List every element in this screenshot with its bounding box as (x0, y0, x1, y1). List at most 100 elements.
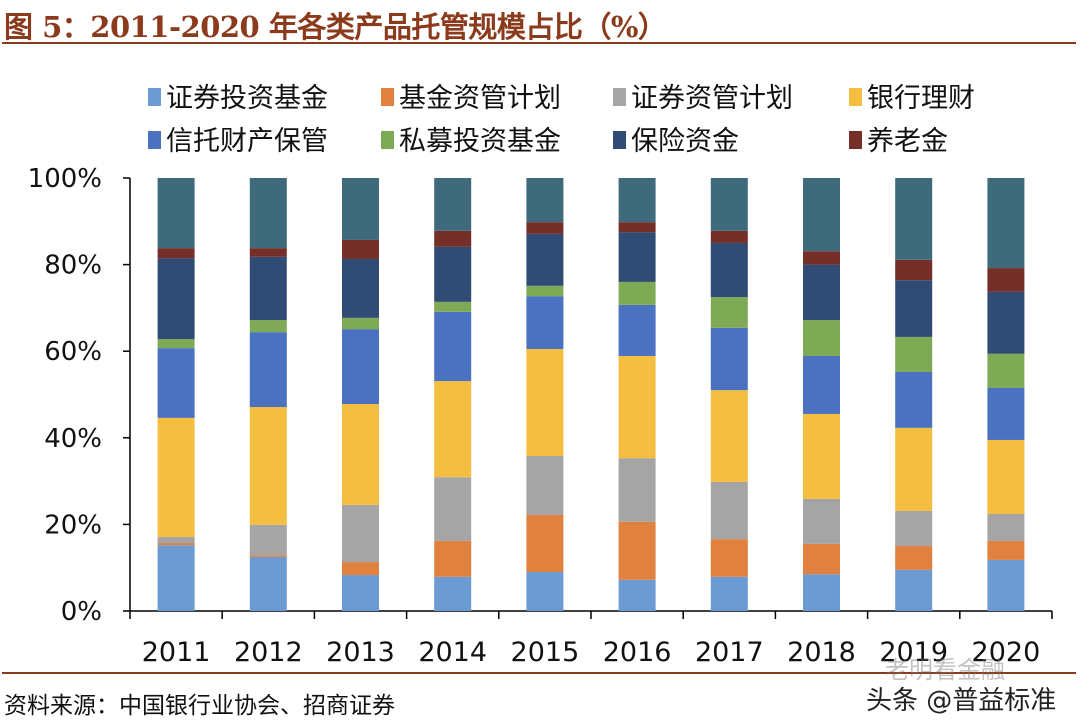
bar-segment-2019-养老金 (895, 259, 933, 281)
bar-segment-2017-证券资管计划 (710, 481, 748, 540)
bar-segment-2012-银行理财 (249, 407, 287, 525)
bar-segment-2020-证券投资基金 (987, 559, 1025, 611)
legend-swatch (613, 131, 626, 149)
bar-segment-2013-银行理财 (342, 404, 379, 505)
legend-swatch (148, 131, 161, 149)
legend-label: 私募投资基金 (399, 126, 561, 157)
bar-segment-2019-证券资管计划 (895, 510, 933, 547)
bar-segment-2017-other (710, 178, 748, 231)
bar-segment-2020-证券资管计划 (987, 514, 1025, 541)
bar-segment-2012-信托财产保管 (249, 332, 287, 408)
bar-segment-2018-养老金 (803, 251, 840, 265)
y-tick-label: 100% (28, 164, 102, 194)
bar-segment-2014-信托财产保管 (434, 311, 472, 382)
y-tick-label: 20% (44, 510, 102, 540)
legend-label: 证券投资基金 (166, 83, 328, 114)
bar-segment-2015-养老金 (526, 222, 564, 234)
bar-segment-2016-私募投资基金 (618, 281, 656, 305)
x-tick-label: 2015 (511, 637, 580, 668)
bar-segment-2011-other (157, 178, 195, 249)
y-tick-label: 0% (61, 597, 102, 627)
bar-segment-2015-证券资管计划 (526, 455, 564, 515)
bar-segment-2018-other (803, 178, 840, 252)
y-tick-label: 60% (44, 337, 102, 367)
bar-segment-2014-证券投资基金 (434, 576, 472, 611)
bar-segment-2011-银行理财 (157, 417, 195, 537)
x-tick-label: 2020 (972, 637, 1041, 668)
bar-segment-2012-other (249, 178, 287, 249)
bar-segment-2015-信托财产保管 (526, 296, 564, 350)
bar-segment-2014-养老金 (434, 230, 472, 247)
bar-segment-2017-保险资金 (710, 242, 748, 298)
bar-segment-2011-基金资管计划 (157, 543, 195, 546)
bar-segment-2017-银行理财 (710, 390, 748, 482)
bar-segment-2014-other (434, 178, 472, 231)
bar-segment-2017-养老金 (710, 230, 748, 243)
bar-segment-2017-信托财产保管 (710, 327, 748, 391)
legend-swatch (148, 88, 161, 106)
bar-segment-2019-保险资金 (895, 280, 933, 337)
bar-segment-2014-基金资管计划 (434, 540, 472, 577)
bar-segment-2017-证券投资基金 (710, 576, 748, 611)
y-tick-label: 80% (44, 251, 102, 281)
legend-swatch (381, 88, 394, 106)
bar-segment-2020-银行理财 (987, 439, 1025, 515)
bar-segment-2020-保险资金 (987, 291, 1025, 354)
bar-segment-2014-保险资金 (434, 246, 472, 302)
legend-label: 银行理财 (867, 83, 975, 114)
x-tick-label: 2013 (326, 637, 395, 668)
bar-segment-2012-证券资管计划 (249, 524, 287, 556)
x-tick-label: 2014 (418, 637, 487, 668)
bar-segment-2017-私募投资基金 (710, 297, 748, 328)
bar-segment-2018-信托财产保管 (803, 355, 840, 414)
bar-segment-2012-保险资金 (249, 256, 287, 321)
bar-segment-2020-基金资管计划 (987, 540, 1025, 560)
legend-label: 基金资管计划 (399, 83, 561, 114)
bar-segment-2011-信托财产保管 (157, 348, 195, 418)
bar-segment-2016-证券资管计划 (618, 458, 656, 522)
bar-segment-2016-other (618, 178, 656, 223)
bar-segment-2016-银行理财 (618, 355, 656, 459)
bar-segment-2016-基金资管计划 (618, 521, 656, 580)
bar-segment-2015-私募投资基金 (526, 285, 564, 297)
bar-segment-2019-证券投资基金 (895, 569, 933, 611)
x-tick-label: 2011 (142, 637, 211, 668)
legend-label: 信托财产保管 (166, 126, 328, 157)
bar-segment-2018-证券投资基金 (803, 574, 840, 611)
bar-segment-2013-信托财产保管 (342, 329, 379, 405)
bar-segment-2013-other (342, 178, 379, 240)
legend-swatch (613, 88, 626, 106)
bar-segment-2020-信托财产保管 (987, 388, 1025, 440)
title-divider (2, 42, 1076, 44)
bar-segment-2016-养老金 (618, 222, 656, 233)
bar-segment-2012-私募投资基金 (249, 320, 287, 333)
bar-segment-2011-养老金 (157, 248, 195, 259)
bar-segment-2016-证券投资基金 (618, 579, 656, 611)
bar-segment-2013-基金资管计划 (342, 562, 379, 576)
bar-segment-2015-other (526, 178, 564, 223)
footer-divider (2, 672, 1076, 674)
bar-segment-2019-基金资管计划 (895, 546, 933, 570)
bar-segment-2015-基金资管计划 (526, 514, 564, 573)
bar-segment-2020-养老金 (987, 268, 1025, 292)
bar-segment-2012-养老金 (249, 248, 287, 257)
bar-segment-2011-证券投资基金 (157, 545, 195, 611)
bar-segment-2018-私募投资基金 (803, 320, 840, 356)
bar-segment-2020-other (987, 178, 1025, 269)
bar-segment-2014-私募投资基金 (434, 301, 472, 312)
bar-segment-2016-信托财产保管 (618, 304, 656, 356)
bar-segment-2015-银行理财 (526, 349, 564, 456)
chart-title: 图 5：2011-2020 年各类产品托管规模占比（%） (4, 10, 667, 44)
x-tick-label: 2016 (603, 637, 672, 668)
bar-segment-2019-银行理财 (895, 427, 933, 511)
bar-segment-2015-证券投资基金 (526, 572, 564, 611)
bar-segment-2011-保险资金 (157, 258, 195, 340)
bar-segment-2017-基金资管计划 (710, 539, 748, 577)
bar-segment-2019-other (895, 178, 933, 260)
bar-segment-2012-基金资管计划 (249, 555, 287, 557)
legend-label: 证券资管计划 (631, 83, 793, 114)
bar-segment-2020-私募投资基金 (987, 353, 1025, 389)
bar-segment-2011-私募投资基金 (157, 339, 195, 349)
bar-segment-2013-养老金 (342, 239, 379, 259)
